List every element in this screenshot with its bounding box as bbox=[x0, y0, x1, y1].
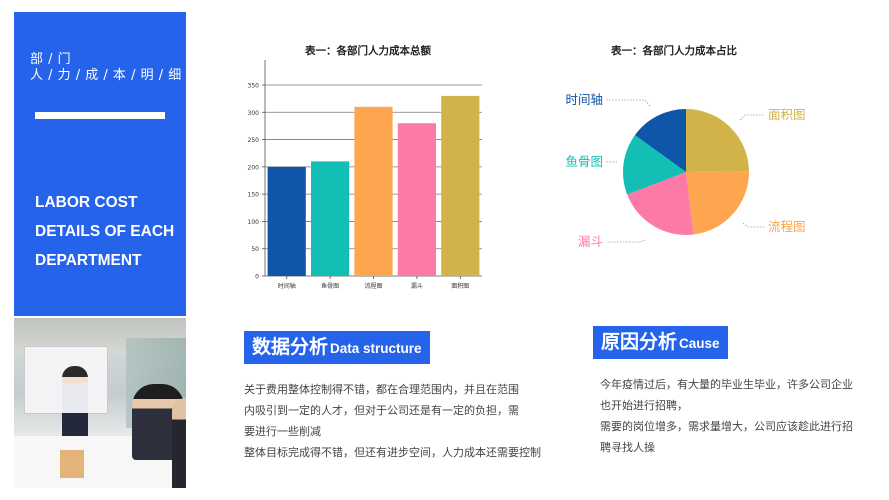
y-tick-label: 250 bbox=[248, 137, 260, 144]
photo-notepad bbox=[60, 450, 84, 478]
divider-bar bbox=[35, 112, 165, 119]
sidebar-title-en-line: LABOR COST bbox=[35, 194, 138, 211]
text-line: 需要的岗位增多，需求量增大，公司应该趁此进行招 bbox=[600, 420, 853, 433]
cause-text: 今年疫情过后，有大量的毕业生毕业，许多公司企业 也开始进行招聘， 需要的岗位增多… bbox=[600, 374, 853, 458]
y-tick-label: 350 bbox=[248, 83, 260, 90]
pie-label: 漏斗 bbox=[578, 234, 603, 249]
cause-heading-en: Cause bbox=[679, 336, 720, 351]
pie-label: 流程图 bbox=[768, 219, 806, 234]
pie-chart-title: 表一：各部门人力成本占比 bbox=[611, 45, 737, 57]
sidebar-title-en-line: DEPARTMENT bbox=[35, 252, 142, 269]
text-line: 关于费用整体控制得不错，都在合理范围内，并且在范围 bbox=[244, 383, 519, 396]
pie-slice-面积图 bbox=[686, 109, 749, 172]
x-tick-label: 流程图 bbox=[364, 282, 382, 290]
x-tick-label: 漏斗 bbox=[411, 282, 423, 290]
photo-colleague bbox=[172, 398, 186, 488]
pie-slice-鱼骨图 bbox=[623, 135, 686, 195]
bar-chart: 0 50 100 150 200 250 300 350 时间轴 鱼骨图 流程图 漏斗 面积图 bbox=[248, 60, 482, 290]
data-analysis-heading-en: Data structure bbox=[330, 341, 422, 356]
text-line: 聘寻找人操 bbox=[600, 441, 655, 454]
leader-line bbox=[606, 239, 646, 243]
text-line: 要进行一些削减 bbox=[244, 425, 321, 438]
meeting-photo bbox=[14, 318, 186, 488]
bar-流程图 bbox=[354, 106, 393, 276]
leader-line bbox=[606, 99, 651, 107]
y-tick-label: 50 bbox=[251, 246, 259, 253]
y-tick-label: 150 bbox=[248, 192, 260, 199]
pie-slice-时间轴 bbox=[634, 109, 686, 172]
data-analysis-heading-cn: 数据分析 bbox=[252, 336, 329, 358]
pie-slice-流程图 bbox=[686, 171, 749, 235]
bar-鱼骨图 bbox=[311, 161, 350, 276]
y-tick-label: 300 bbox=[248, 110, 260, 117]
x-tick-label: 鱼骨图 bbox=[321, 282, 339, 290]
bar-时间轴 bbox=[267, 166, 306, 276]
cause-heading-cn: 原因分析 bbox=[601, 331, 678, 353]
y-tick-label: 200 bbox=[248, 164, 260, 171]
leader-line bbox=[739, 114, 764, 121]
text-line: 也开始进行招聘， bbox=[600, 399, 688, 412]
text-line: 整体目标完成得不错，但还有进步空间，人力成本还需要控制 bbox=[244, 446, 541, 459]
data-analysis-text: 关于费用整体控制得不错，都在合理范围内，并且在范围 内吸引到一定的人才，但对于公… bbox=[244, 379, 541, 463]
sidebar-title-cn-line2: 人 / 力 / 成 / 本 / 明 / 细 bbox=[30, 68, 182, 83]
sidebar-title-cn-line1: 部 / 门 bbox=[30, 52, 72, 67]
pie-label: 鱼骨图 bbox=[565, 154, 603, 169]
text-line: 今年疫情过后，有大量的毕业生毕业，许多公司企业 bbox=[600, 378, 853, 391]
sidebar-title-cn: 部 / 门 人 / 力 / 成 / 本 / 明 / 细 bbox=[30, 52, 182, 84]
leader-line bbox=[742, 222, 764, 228]
photo-presenter bbox=[62, 366, 88, 444]
y-tick-label: 0 bbox=[255, 274, 259, 281]
cause-heading: 原因分析 Cause bbox=[593, 326, 728, 359]
x-tick-label: 时间轴 bbox=[278, 282, 296, 290]
bar-chart-title: 表一：各部门人力成本总额 bbox=[305, 45, 431, 57]
y-tick-label: 100 bbox=[248, 219, 260, 226]
x-tick-label: 面积图 bbox=[451, 282, 469, 290]
pie-label: 时间轴 bbox=[565, 92, 603, 107]
bar-面积图 bbox=[441, 95, 480, 276]
sidebar-panel: 部 / 门 人 / 力 / 成 / 本 / 明 / 细 LABOR COST D… bbox=[14, 12, 186, 316]
pie-label: 面积图 bbox=[768, 107, 806, 122]
sidebar-title-en-line: DETAILS OF EACH bbox=[35, 223, 175, 240]
data-analysis-heading: 数据分析 Data structure bbox=[244, 331, 430, 364]
pie-slice-漏斗 bbox=[627, 172, 694, 236]
text-line: 内吸引到一定的人才，但对于公司还是有一定的负担，需 bbox=[244, 404, 519, 417]
bar-漏斗 bbox=[397, 123, 436, 276]
sidebar-title-en: LABOR COST DETAILS OF EACH DEPARTMENT bbox=[35, 188, 174, 275]
